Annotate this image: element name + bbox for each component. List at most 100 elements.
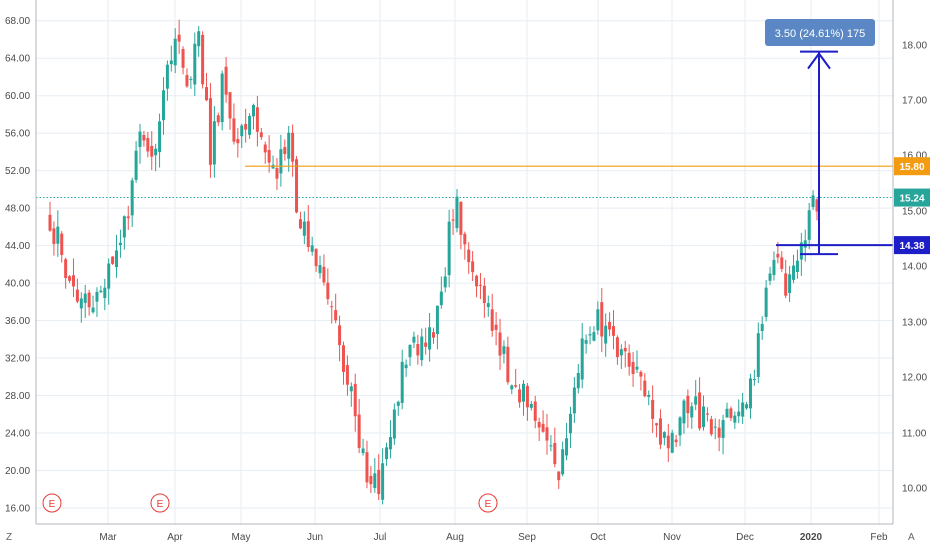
candle-body	[705, 413, 709, 415]
candle-body	[165, 64, 169, 89]
candle-body	[146, 137, 150, 152]
candle-body	[608, 321, 612, 330]
candle-body	[737, 411, 741, 417]
candle-body	[529, 403, 533, 408]
candle-body	[490, 309, 494, 331]
candle-body	[107, 263, 111, 289]
candle-body	[455, 196, 459, 229]
candle-body	[745, 404, 749, 409]
candle-body	[334, 310, 338, 321]
candle-body	[326, 282, 330, 300]
candle-body	[224, 66, 228, 95]
measure-label-box	[765, 19, 875, 46]
candle-body	[537, 421, 541, 428]
candle-body	[702, 406, 706, 428]
candle-body	[807, 210, 811, 240]
resistance-price-tag: 15.80	[894, 157, 930, 176]
candle-body	[639, 371, 643, 377]
earnings-marker-label: E	[49, 499, 56, 510]
x-axis-tick-label: Apr	[167, 532, 183, 543]
candle-body	[275, 168, 279, 179]
candle-body	[588, 334, 592, 336]
candle-body	[494, 324, 498, 330]
x-axis-tick-label: Jun	[307, 532, 323, 543]
candle-body	[655, 423, 659, 426]
candle-body	[522, 383, 526, 402]
candle-body	[592, 332, 596, 341]
candle-body	[353, 383, 357, 417]
candle-body	[803, 240, 807, 248]
candle-body	[201, 34, 205, 85]
candle-body	[565, 438, 569, 456]
candle-body	[768, 273, 772, 281]
candle-body	[627, 352, 631, 367]
candle-body	[83, 293, 87, 303]
candle-body	[330, 306, 334, 308]
last-price-tag: 15.24	[894, 188, 930, 207]
candle-body	[686, 395, 690, 414]
candle-body	[467, 249, 471, 263]
candle-body	[161, 90, 165, 121]
x-axis-tick-label: Nov	[663, 532, 681, 543]
measure-label: 3.50 (24.61%) 175	[765, 19, 875, 46]
left-axis-tick-label: 56.00	[5, 129, 30, 140]
candle-body	[580, 338, 584, 380]
candle-body	[228, 92, 232, 119]
candle-body	[725, 408, 729, 418]
candle-body	[549, 445, 553, 447]
candle-body	[68, 276, 72, 281]
candle-body	[647, 395, 651, 397]
candle-body	[255, 107, 259, 132]
candle-body	[545, 427, 549, 441]
right-axis-bg	[893, 0, 932, 550]
corner-auto-scale-button: A	[908, 532, 915, 543]
candle-body	[666, 435, 670, 449]
left-axis-tick-label: 60.00	[5, 91, 30, 102]
candle-body	[447, 221, 451, 276]
candle-body	[451, 219, 455, 221]
right-axis-tick-label: 11.00	[902, 429, 927, 440]
candle-body	[674, 439, 678, 443]
x-axis-tick-label: Dec	[736, 532, 754, 543]
candle-body	[197, 31, 201, 47]
candle-body	[518, 389, 522, 403]
candle-body	[752, 379, 756, 381]
candle-body	[173, 38, 177, 66]
candle-body	[345, 365, 349, 385]
candle-body	[694, 396, 698, 405]
candle-body	[259, 132, 263, 138]
candle-body	[432, 332, 435, 338]
candle-body	[604, 325, 608, 344]
candle-body	[111, 256, 115, 264]
candle-body	[670, 432, 674, 453]
candle-body	[79, 298, 83, 309]
candle-body	[729, 408, 733, 418]
candle-body	[318, 265, 322, 274]
candle-body	[510, 385, 514, 390]
candle-body	[103, 287, 107, 298]
candle-body	[760, 324, 764, 332]
candle-body	[506, 346, 510, 383]
candle-body	[205, 87, 209, 101]
candle-body	[71, 275, 75, 287]
candle-body	[169, 60, 173, 65]
candle-body	[553, 442, 557, 465]
candle-body	[130, 180, 134, 216]
candle-body	[251, 104, 255, 117]
candle-body	[682, 400, 686, 424]
candle-body	[733, 415, 737, 423]
left-axis-tick-label: 32.00	[5, 354, 30, 365]
earnings-marker-circle	[150, 493, 170, 513]
candle-body	[240, 125, 244, 137]
left-axis-tick-label: 64.00	[5, 54, 30, 65]
candle-body	[279, 149, 283, 174]
right-axis-tick-label: 10.00	[902, 484, 927, 495]
candle-body	[784, 273, 788, 296]
candle-body	[216, 115, 220, 123]
candle-body	[678, 417, 682, 436]
candle-body	[690, 406, 694, 418]
candle-body	[126, 216, 130, 219]
candle-body	[792, 265, 796, 280]
x-axis-tick-label: May	[232, 532, 251, 543]
measure-start-price-tag: 14.38	[894, 236, 930, 255]
